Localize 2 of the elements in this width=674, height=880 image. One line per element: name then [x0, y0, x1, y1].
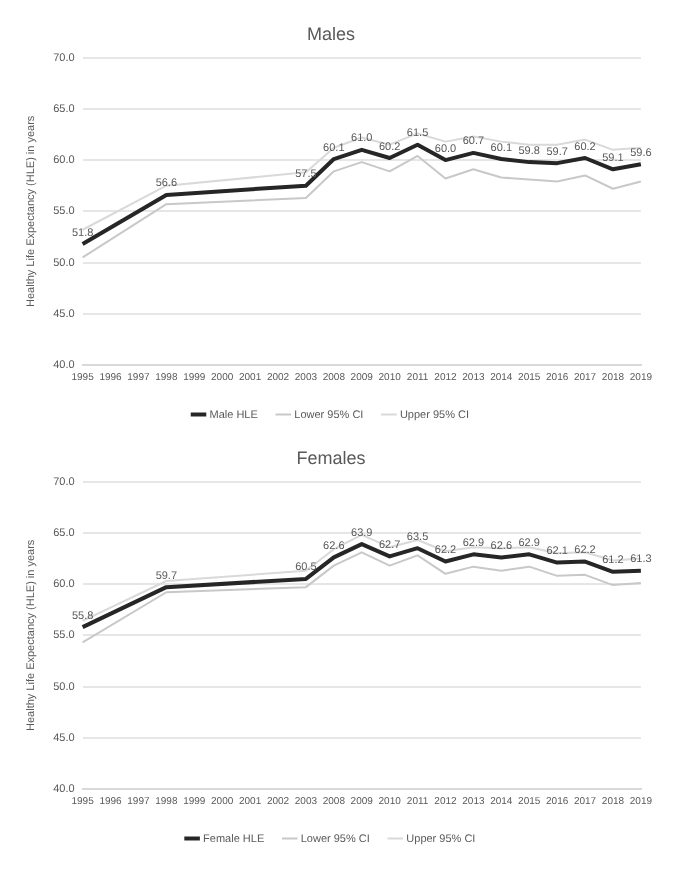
chart-title: Females [296, 447, 367, 468]
chart-title: Males [306, 23, 356, 44]
